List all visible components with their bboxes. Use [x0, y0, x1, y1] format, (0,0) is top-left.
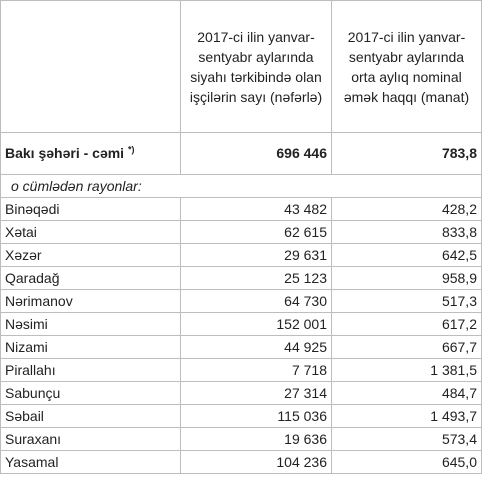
total-label: Bakı şəhəri - cəmi — [5, 145, 125, 161]
district-salary: 642,5 — [331, 243, 482, 267]
district-workers: 7 718 — [180, 358, 332, 382]
table-row: Yasamal 104 236 645,0 — [0, 450, 482, 474]
district-workers: 115 036 — [180, 404, 332, 428]
subheading-row: o cümlədən rayonlar: — [0, 174, 482, 198]
district-name: Pirallahı — [0, 358, 181, 382]
district-workers: 25 123 — [180, 266, 332, 290]
table-row: Nizami 44 925 667,7 — [0, 335, 482, 359]
table-row: Xətai 62 615 833,8 — [0, 220, 482, 244]
district-name: Qaradağ — [0, 266, 181, 290]
district-workers: 43 482 — [180, 197, 332, 221]
district-workers: 64 730 — [180, 289, 332, 313]
total-footnote: *) — [127, 144, 135, 155]
header-cell-district — [0, 0, 181, 133]
header-cell-workers: 2017-ci ilin yanvar-sentyabr aylarında s… — [180, 0, 332, 133]
total-workers: 696 446 — [180, 132, 332, 175]
district-name: Suraxanı — [0, 427, 181, 451]
district-salary: 833,8 — [331, 220, 482, 244]
total-label-cell: Bakı şəhəri - cəmi *) — [0, 132, 181, 175]
district-salary: 1 381,5 — [331, 358, 482, 382]
district-salary: 645,0 — [331, 450, 482, 474]
total-row: Bakı şəhəri - cəmi *) 696 446 783,8 — [0, 132, 482, 175]
district-workers: 29 631 — [180, 243, 332, 267]
district-name: Yasamal — [0, 450, 181, 474]
district-workers: 27 314 — [180, 381, 332, 405]
district-workers: 44 925 — [180, 335, 332, 359]
table-row: Qaradağ 25 123 958,9 — [0, 266, 482, 290]
district-name: Binəqədi — [0, 197, 181, 221]
table-row: Pirallahı 7 718 1 381,5 — [0, 358, 482, 382]
district-workers: 62 615 — [180, 220, 332, 244]
district-salary: 958,9 — [331, 266, 482, 290]
header-row: 2017-ci ilin yanvar-sentyabr aylarında s… — [0, 0, 482, 133]
district-name: Xətai — [0, 220, 181, 244]
district-salary: 517,3 — [331, 289, 482, 313]
district-name: Nizami — [0, 335, 181, 359]
total-salary: 783,8 — [331, 132, 482, 175]
district-name: Nəsimi — [0, 312, 181, 336]
district-salary: 617,2 — [331, 312, 482, 336]
table-row: Binəqədi 43 482 428,2 — [0, 197, 482, 221]
district-salary: 667,7 — [331, 335, 482, 359]
table-row: Suraxanı 19 636 573,4 — [0, 427, 482, 451]
district-salary: 1 493,7 — [331, 404, 482, 428]
district-workers: 152 001 — [180, 312, 332, 336]
table-row: Nərimanov 64 730 517,3 — [0, 289, 482, 313]
district-name: Xəzər — [0, 243, 181, 267]
table-row: Nəsimi 152 001 617,2 — [0, 312, 482, 336]
district-salary: 484,7 — [331, 381, 482, 405]
district-workers: 19 636 — [180, 427, 332, 451]
table-row: Xəzər 29 631 642,5 — [0, 243, 482, 267]
district-name: Sabunçu — [0, 381, 181, 405]
district-workers: 104 236 — [180, 450, 332, 474]
district-salary: 573,4 — [331, 427, 482, 451]
header-cell-salary: 2017-ci ilin yanvar-sentyabr aylarında o… — [331, 0, 482, 133]
subheading: o cümlədən rayonlar: — [0, 174, 482, 198]
table-row: Səbail 115 036 1 493,7 — [0, 404, 482, 428]
district-name: Nərimanov — [0, 289, 181, 313]
table-row: Sabunçu 27 314 484,7 — [0, 381, 482, 405]
district-salary: 428,2 — [331, 197, 482, 221]
district-name: Səbail — [0, 404, 181, 428]
